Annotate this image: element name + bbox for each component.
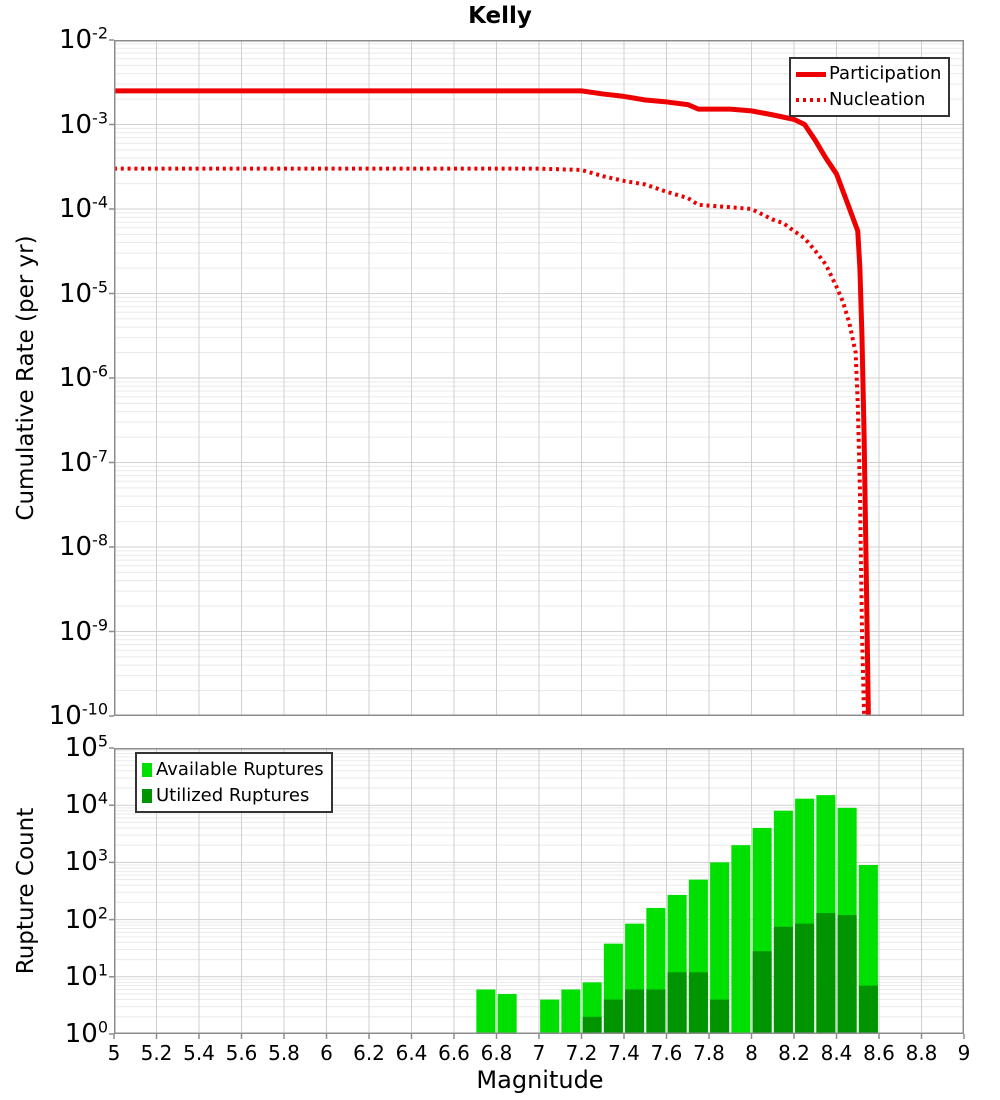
utilized-ruptures-bars — [582, 913, 878, 1034]
available-legend-label: Available Ruptures — [156, 758, 324, 780]
bar — [710, 862, 730, 1034]
bar — [667, 972, 687, 1034]
chart-title: Kelly — [468, 3, 532, 29]
legend-row-available: Available Ruptures — [142, 757, 324, 783]
x-tick-label: 9 — [957, 1041, 971, 1065]
participation-curve — [114, 88, 871, 717]
y-tick-marks — [109, 747, 114, 1035]
top-legend: Participation Nucleation — [789, 57, 951, 117]
bar — [816, 913, 836, 1034]
y-tick-label: 100 — [64, 1017, 108, 1049]
available-ruptures-swatch — [142, 762, 152, 777]
x-tick-label: 7.8 — [693, 1041, 725, 1065]
y-tick-label: 10-5 — [58, 276, 108, 309]
bar — [497, 994, 517, 1034]
participation-legend-label: Participation — [829, 63, 942, 84]
bar — [752, 951, 772, 1034]
y-tick-label: 10-6 — [58, 361, 108, 393]
y-tick-label: 10-4 — [58, 192, 108, 224]
plot-frame — [114, 40, 964, 716]
bar — [646, 989, 666, 1034]
vertical-gridlines — [156, 40, 922, 716]
bar — [858, 985, 878, 1034]
x-tick-label: 5.4 — [183, 1041, 215, 1065]
y-tick-label: 10-3 — [58, 107, 108, 140]
x-tick-label: 6.2 — [353, 1041, 385, 1065]
bar — [688, 972, 708, 1034]
bar — [582, 1016, 602, 1034]
bar — [710, 999, 730, 1034]
participation-line-swatch — [796, 71, 826, 77]
bar — [476, 989, 496, 1034]
rate-curves — [114, 88, 871, 717]
bar — [561, 989, 581, 1034]
top-y-axis-label: Cumulative Rate (per yr) — [13, 235, 39, 521]
y-tick-label: 10-9 — [58, 614, 108, 647]
nucleation-line-swatch — [796, 98, 826, 102]
y-tick-label: 104 — [64, 788, 108, 821]
bar — [540, 999, 560, 1034]
x-tick-label: 6.6 — [438, 1041, 470, 1065]
y-tick-label: 10-2 — [58, 23, 108, 55]
bar — [625, 989, 645, 1034]
x-tick-label: 8.4 — [820, 1041, 853, 1065]
x-tick-label: 6.4 — [395, 1041, 428, 1065]
x-tick-label: 5 — [107, 1041, 121, 1065]
x-tick-label: 6 — [320, 1041, 333, 1065]
x-tick-label: 7.2 — [565, 1041, 598, 1065]
x-tick-label: 8.6 — [863, 1041, 895, 1065]
bottom-legend: Available Ruptures Utilized Ruptures — [135, 752, 333, 813]
legend-row-utilized: Utilized Ruptures — [142, 783, 324, 809]
utilized-ruptures-swatch — [142, 788, 152, 803]
x-tick-label: 7.6 — [650, 1041, 683, 1065]
nucleation-legend-label: Nucleation — [829, 89, 926, 110]
x-tick-label: 7.4 — [608, 1041, 640, 1065]
x-tick-label: 5.6 — [225, 1041, 258, 1065]
x-tick-label: 8 — [745, 1041, 758, 1065]
bar — [731, 845, 751, 1034]
top-plot — [109, 39, 964, 717]
bar — [837, 915, 857, 1034]
y-tick-label: 101 — [64, 960, 108, 992]
plot-frame — [114, 748, 964, 1034]
y-tick-marks — [109, 39, 114, 717]
y-tick-label: 10-10 — [48, 699, 108, 731]
y-tick-label: 103 — [64, 845, 108, 878]
x-tick-label: 5.2 — [140, 1041, 173, 1065]
y-tick-label: 10-7 — [58, 445, 108, 478]
x-axis-label: Magnitude — [476, 1066, 604, 1094]
bar — [795, 923, 815, 1034]
y-tick-label: 102 — [64, 902, 108, 935]
x-tick-label: 5.8 — [268, 1041, 300, 1065]
bottom-y-axis-label: Rupture Count — [13, 807, 39, 975]
x-tick-marks — [113, 1034, 965, 1039]
x-tick-label: 7 — [532, 1041, 546, 1065]
legend-row-nucleation: Nucleation — [796, 87, 941, 113]
legend-row-participation: Participation — [796, 61, 941, 87]
x-tick-label: 8.2 — [778, 1041, 810, 1065]
x-tick-label: 8.8 — [905, 1041, 938, 1065]
x-tick-label: 6.8 — [480, 1041, 513, 1065]
utilized-legend-label: Utilized Ruptures — [156, 784, 310, 806]
bar — [603, 999, 623, 1034]
y-tick-label: 10-8 — [58, 530, 108, 562]
bar — [773, 926, 793, 1034]
y-tick-label: 105 — [64, 731, 108, 763]
